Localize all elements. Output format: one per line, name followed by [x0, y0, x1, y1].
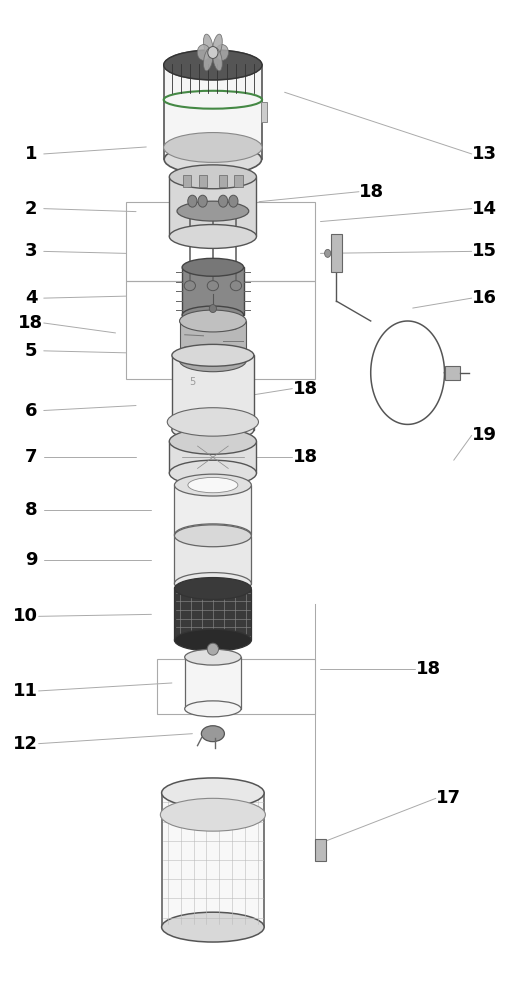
Ellipse shape [207, 643, 219, 655]
Polygon shape [175, 536, 251, 584]
Ellipse shape [180, 350, 246, 372]
Ellipse shape [207, 281, 219, 291]
Ellipse shape [164, 144, 262, 174]
Ellipse shape [184, 281, 195, 291]
Ellipse shape [164, 50, 262, 80]
Ellipse shape [162, 778, 264, 808]
Ellipse shape [167, 408, 258, 436]
Text: 16: 16 [472, 289, 497, 307]
Ellipse shape [172, 419, 254, 441]
Ellipse shape [161, 798, 265, 831]
Ellipse shape [175, 578, 251, 599]
Ellipse shape [219, 195, 228, 207]
Polygon shape [169, 177, 256, 236]
Polygon shape [180, 321, 246, 361]
Ellipse shape [175, 474, 251, 496]
Text: 17: 17 [436, 789, 461, 807]
Ellipse shape [175, 525, 251, 547]
Ellipse shape [198, 195, 207, 207]
Bar [330, 234, 342, 272]
Ellipse shape [213, 48, 222, 71]
Ellipse shape [231, 281, 241, 291]
Text: 5: 5 [25, 342, 37, 360]
Ellipse shape [215, 45, 228, 60]
Ellipse shape [175, 524, 251, 546]
Text: 18: 18 [293, 380, 318, 398]
Text: 18: 18 [19, 314, 44, 332]
Text: 18: 18 [293, 448, 318, 466]
Ellipse shape [169, 165, 256, 189]
Ellipse shape [208, 47, 218, 58]
Ellipse shape [209, 305, 217, 313]
Ellipse shape [197, 45, 210, 60]
Text: 19: 19 [472, 426, 497, 444]
Text: 3: 3 [25, 242, 37, 260]
Ellipse shape [164, 50, 262, 80]
Ellipse shape [177, 201, 249, 221]
Ellipse shape [182, 258, 243, 276]
Ellipse shape [169, 428, 256, 454]
Text: 10: 10 [13, 607, 38, 625]
Text: 7: 7 [25, 448, 37, 466]
Ellipse shape [180, 310, 246, 332]
Text: 2: 2 [25, 200, 37, 218]
Ellipse shape [204, 34, 213, 57]
Text: 18: 18 [415, 660, 441, 678]
Polygon shape [175, 589, 251, 640]
Ellipse shape [188, 195, 197, 207]
Ellipse shape [325, 249, 330, 257]
Polygon shape [175, 485, 251, 535]
Text: 1: 1 [25, 145, 37, 163]
Polygon shape [172, 355, 254, 430]
Polygon shape [169, 441, 256, 473]
Ellipse shape [182, 306, 243, 324]
Text: 13: 13 [472, 145, 497, 163]
Bar [315, 839, 326, 861]
Polygon shape [182, 267, 243, 315]
Ellipse shape [162, 912, 264, 942]
Bar [261, 102, 267, 122]
Bar [183, 175, 191, 187]
Ellipse shape [172, 344, 254, 366]
Ellipse shape [175, 629, 251, 651]
Text: 18: 18 [359, 183, 384, 201]
Text: 6: 6 [25, 401, 37, 420]
Ellipse shape [188, 477, 238, 493]
Ellipse shape [204, 48, 213, 71]
Bar [219, 175, 227, 187]
Polygon shape [162, 793, 264, 927]
Bar [235, 175, 242, 187]
Ellipse shape [169, 460, 256, 486]
Text: 4: 4 [25, 289, 37, 307]
Text: 15: 15 [472, 242, 497, 260]
Bar [198, 175, 207, 187]
Bar [444, 366, 460, 380]
Text: 14: 14 [472, 200, 497, 218]
Polygon shape [164, 65, 262, 159]
Ellipse shape [202, 726, 224, 742]
Text: 5: 5 [189, 377, 195, 387]
Ellipse shape [169, 225, 256, 248]
Ellipse shape [164, 133, 262, 162]
Ellipse shape [185, 649, 241, 665]
Ellipse shape [185, 701, 241, 717]
Ellipse shape [229, 195, 238, 207]
Text: 8: 8 [25, 501, 37, 519]
Ellipse shape [213, 34, 222, 57]
Text: 12: 12 [13, 735, 38, 753]
Text: 9: 9 [25, 551, 37, 569]
Text: 11: 11 [13, 682, 38, 700]
Ellipse shape [175, 573, 251, 594]
Polygon shape [185, 657, 241, 709]
